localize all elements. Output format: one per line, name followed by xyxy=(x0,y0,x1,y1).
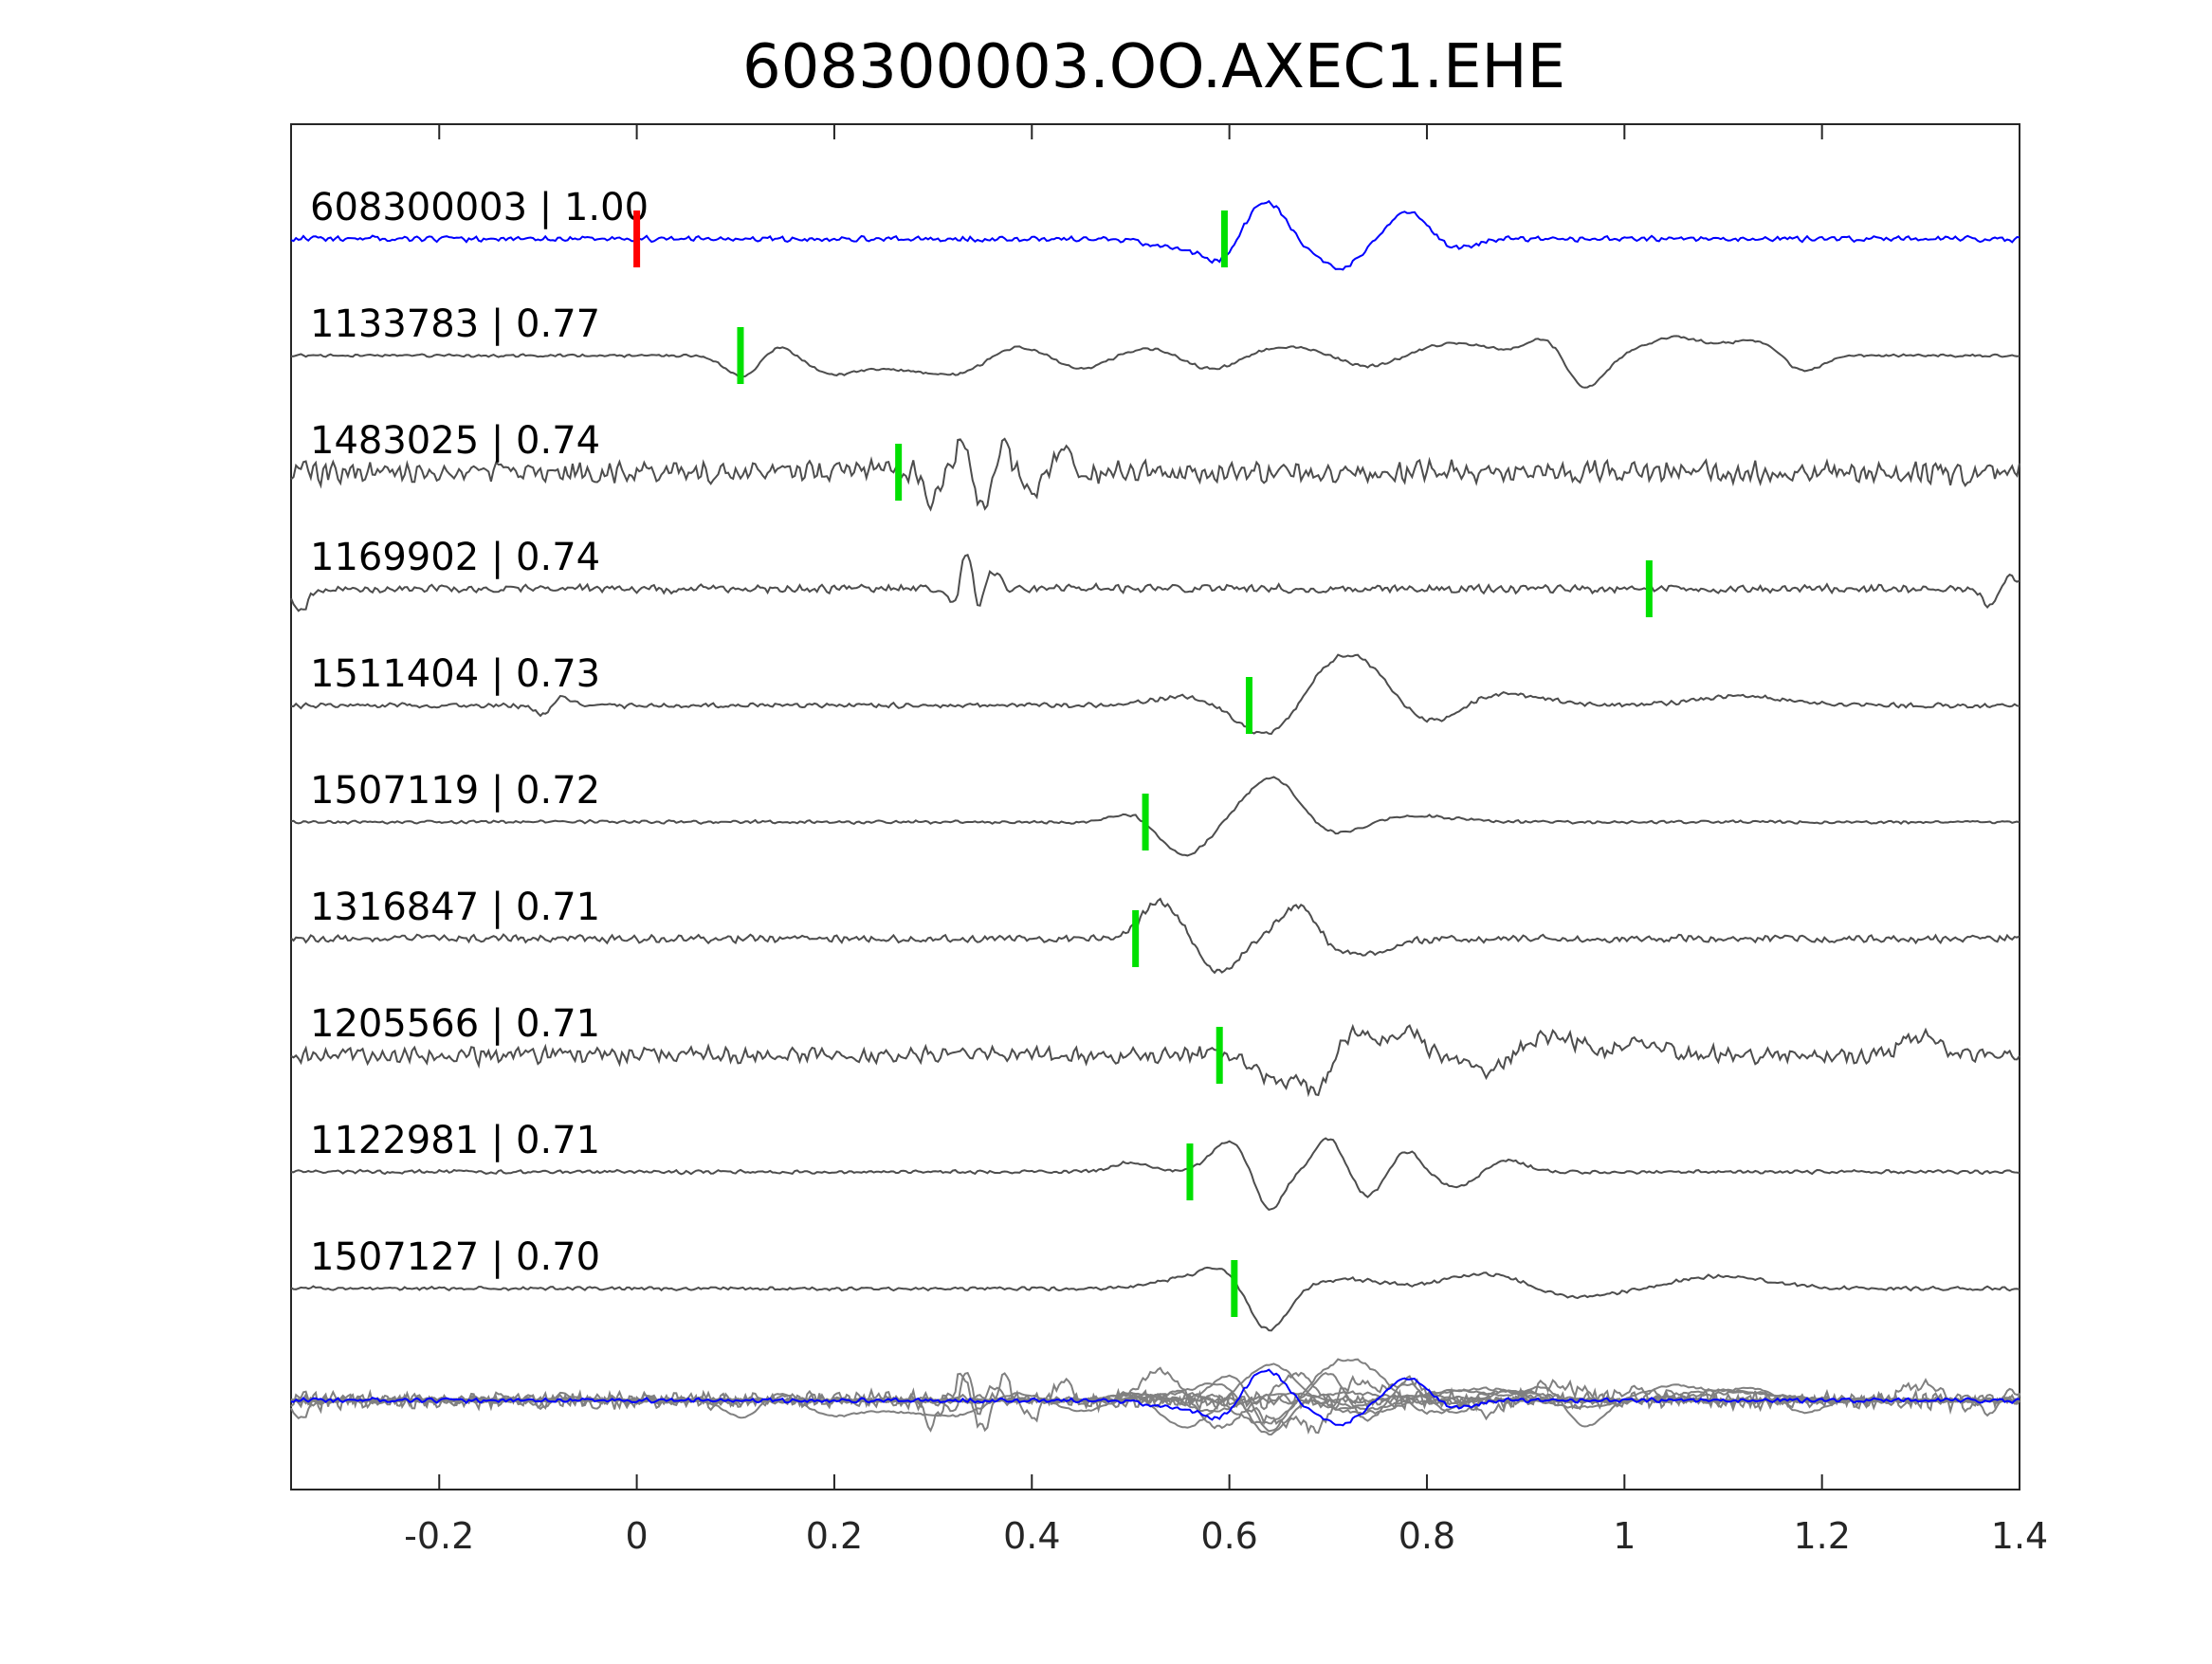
x-tick-label: 1.4 xyxy=(1991,1515,2048,1557)
trace-1511404 xyxy=(290,653,2020,736)
stack-trace-608300003 xyxy=(290,1368,2020,1427)
trace-1133783 xyxy=(290,335,2020,389)
x-tick-label: -0.2 xyxy=(404,1515,474,1557)
stack-trace-1483025 xyxy=(290,1372,2020,1433)
trace-label: 608300003 | 1.00 xyxy=(310,186,649,229)
x-axis: -0.2 0 0.2 0.4 0.6 0.8 1 1.2 1.4 xyxy=(404,124,2048,1557)
trace-label: 1316847 | 0.71 xyxy=(310,886,600,929)
trace-1169902 xyxy=(290,554,2020,613)
trace-1507119 xyxy=(290,776,2020,857)
trace-label: 1483025 | 0.74 xyxy=(310,419,600,463)
trace-1483025 xyxy=(290,437,2020,512)
trace-label: 1205566 | 0.71 xyxy=(310,1002,600,1046)
x-tick-label: 0.6 xyxy=(1200,1515,1257,1557)
trace-layer xyxy=(290,199,2020,1332)
stacked-overlay xyxy=(290,1358,2020,1436)
trace-label: 1507119 | 0.72 xyxy=(310,769,600,813)
x-tick-label: 0.4 xyxy=(1003,1515,1060,1557)
x-tick-label: 0 xyxy=(626,1515,649,1557)
x-tick-label: 0.2 xyxy=(806,1515,863,1557)
trace-1507127 xyxy=(290,1266,2020,1332)
trace-label: 1122981 | 0.71 xyxy=(310,1119,600,1162)
trace-label: 1511404 | 0.73 xyxy=(310,652,600,696)
x-tick-label: 1 xyxy=(1613,1515,1636,1557)
trace-1316847 xyxy=(290,897,2020,975)
trace-1205566 xyxy=(290,1023,2020,1098)
chart-title: 608300003.OO.AXEC1.EHE xyxy=(742,32,1565,102)
trace-608300003 xyxy=(290,199,2020,271)
trace-labels: 608300003 | 1.00 1133783 | 0.77 1483025 | … xyxy=(310,186,1653,1317)
x-tick-label: 0.8 xyxy=(1398,1515,1455,1557)
trace-label: 1507127 | 0.70 xyxy=(310,1235,600,1279)
plot-frame xyxy=(290,123,2020,1490)
stack-trace-1205566 xyxy=(290,1374,2020,1435)
trace-label: 1169902 | 0.74 xyxy=(310,536,600,579)
x-tick-label: 1.2 xyxy=(1793,1515,1850,1557)
trace-label: 1133783 | 0.77 xyxy=(310,302,600,346)
trace-1122981 xyxy=(290,1137,2020,1212)
